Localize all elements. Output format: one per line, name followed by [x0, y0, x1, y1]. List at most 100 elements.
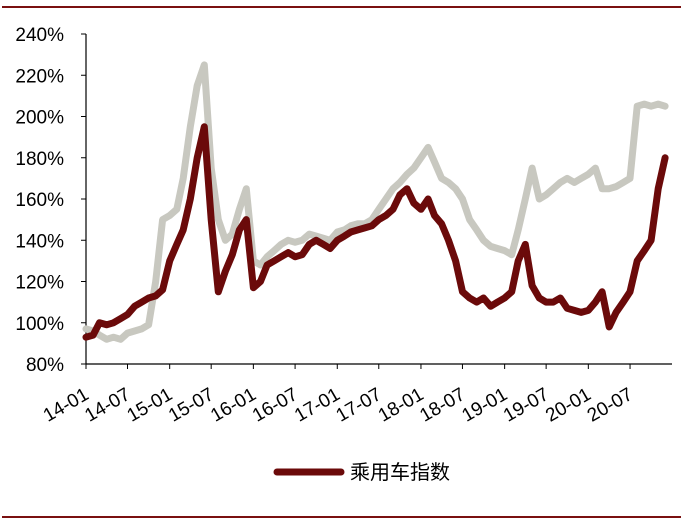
data-point — [215, 289, 221, 295]
data-point — [571, 180, 577, 185]
data-point — [334, 237, 340, 243]
series-line-0 — [82, 61, 669, 343]
data-point — [606, 186, 612, 192]
x-tick-label: 14-07 — [81, 384, 134, 426]
data-point — [271, 248, 277, 254]
data-point — [439, 175, 445, 181]
legend: 乘用车指数 — [273, 460, 450, 484]
data-point — [418, 155, 424, 161]
data-point — [153, 279, 159, 284]
data-point — [139, 299, 145, 305]
data-point — [550, 186, 556, 192]
data-point — [201, 124, 207, 130]
data-point — [390, 186, 396, 192]
x-tick-label: 19-01 — [459, 384, 512, 426]
data-point — [146, 295, 152, 301]
data-point — [648, 103, 654, 109]
data-point — [320, 235, 326, 241]
data-point — [264, 254, 270, 260]
data-point — [83, 334, 89, 340]
data-point — [404, 171, 410, 177]
data-point — [90, 332, 96, 338]
y-tick-label: 160% — [15, 190, 64, 211]
data-point — [641, 101, 647, 107]
series-line-1 — [82, 123, 669, 341]
data-point — [180, 175, 186, 181]
x-tick-label: 16-07 — [249, 384, 302, 426]
data-point — [348, 229, 354, 235]
data-point — [543, 192, 549, 198]
data-point — [187, 196, 193, 202]
data-point — [306, 231, 312, 237]
data-point — [397, 180, 403, 185]
data-point — [285, 237, 291, 243]
data-point — [432, 213, 437, 218]
data-point — [613, 184, 619, 190]
data-point — [564, 175, 570, 181]
series-1 — [82, 123, 669, 341]
data-point — [278, 241, 284, 247]
data-point — [404, 186, 410, 192]
data-point — [236, 206, 242, 212]
data-point — [592, 165, 598, 171]
data-point — [222, 268, 228, 274]
data-point — [460, 289, 465, 295]
data-point — [432, 159, 437, 165]
y-tick-label: 240% — [15, 25, 64, 46]
data-point — [229, 252, 235, 258]
data-point — [180, 227, 186, 233]
x-tick-label: 17-01 — [291, 384, 344, 426]
data-point — [571, 307, 577, 313]
data-point — [222, 237, 228, 243]
data-point — [355, 221, 361, 227]
x-tick-label: 15-01 — [124, 384, 177, 426]
data-point — [313, 237, 319, 243]
data-point — [509, 252, 515, 258]
data-point — [529, 165, 535, 171]
data-point — [446, 237, 451, 243]
data-point — [488, 303, 494, 309]
data-point — [467, 295, 473, 301]
data-point — [236, 227, 242, 233]
data-point — [502, 295, 508, 301]
data-point — [376, 217, 382, 223]
x-tick-label: 18-01 — [375, 384, 428, 426]
data-point — [522, 241, 528, 247]
data-point — [83, 326, 89, 332]
data-point — [397, 192, 403, 198]
y-tick-label: 140% — [15, 231, 64, 252]
data-point — [146, 322, 152, 328]
data-point — [481, 237, 486, 243]
data-point — [536, 196, 542, 202]
data-point — [655, 186, 661, 192]
data-point — [299, 252, 305, 258]
data-point — [250, 285, 256, 291]
data-point — [627, 289, 633, 295]
data-point — [264, 262, 270, 268]
data-point — [418, 206, 424, 212]
data-point — [502, 248, 508, 254]
data-point — [160, 287, 166, 293]
data-point — [327, 237, 333, 243]
data-point — [104, 322, 110, 328]
data-point — [515, 258, 521, 264]
data-point — [215, 217, 221, 223]
data-point — [627, 175, 633, 181]
data-point — [634, 258, 640, 264]
data-point — [201, 62, 207, 68]
data-point — [543, 299, 549, 305]
data-point — [592, 299, 598, 305]
data-point — [599, 289, 605, 295]
data-point — [550, 299, 556, 305]
data-point — [662, 155, 668, 161]
y-tick-label: 100% — [15, 314, 64, 335]
y-tick-label: 220% — [15, 66, 64, 87]
data-point — [606, 324, 612, 330]
data-point — [139, 326, 145, 332]
data-point — [453, 186, 459, 192]
data-point — [174, 206, 180, 212]
data-point — [411, 165, 417, 171]
data-point — [383, 196, 389, 202]
data-point — [111, 334, 116, 340]
y-tick-label: 180% — [15, 149, 64, 170]
